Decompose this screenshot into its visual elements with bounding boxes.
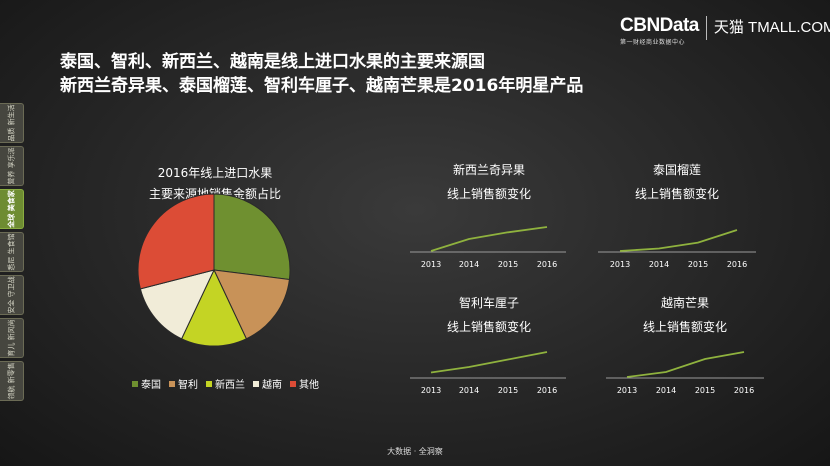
- pie-slice-4: [139, 269, 215, 340]
- legend-swatch: [290, 380, 296, 387]
- line-chart-1: 2013 2014 2015 2016: [410, 226, 566, 269]
- legend-swatch: [253, 380, 259, 387]
- x-tick-label: 2013: [421, 260, 441, 269]
- legend-item: 智利: [169, 376, 198, 391]
- chart-2-title: 泰国榴莲 线上销售额变化: [597, 158, 757, 206]
- legend-swatch: [169, 380, 175, 387]
- page-headline: 泰国、智利、新西兰、越南是线上进口水果的主要来源国 新西兰奇异果、泰国榴莲、智利…: [60, 50, 583, 98]
- pie-slice-2: [213, 269, 290, 340]
- chart-2-title-line-1: 泰国榴莲: [652, 163, 701, 177]
- chart-1-title-line-2: 线上销售额变化: [446, 187, 531, 201]
- chart-2-title-line-2: 线上销售额变化: [634, 187, 719, 201]
- x-tick-label: 2015: [498, 260, 518, 269]
- line-chart-2: 2013 2014 2015 2016: [598, 229, 756, 269]
- x-tick-label: 2015: [695, 386, 715, 395]
- chart-1-title: 新西兰奇异果 线上销售额变化: [409, 158, 569, 206]
- pie-title: 2016年线上进口水果: [157, 166, 273, 180]
- pie-chart: [137, 193, 291, 347]
- x-tick-label: 2016: [537, 260, 557, 269]
- sidebar-item-2[interactable]: 营养 享乐派: [0, 146, 24, 186]
- pie-slice-5: [137, 193, 215, 290]
- pie-legend: 泰国 智利 新西兰 越南 其他: [132, 376, 327, 391]
- line-chart-4: 2013 2014 2015 2016: [606, 351, 764, 395]
- sidebar-item-5[interactable]: 安全 守卫战: [0, 275, 24, 315]
- sidebar-item-7[interactable]: 领航 新零售: [0, 361, 24, 401]
- x-tick-label: 2015: [688, 260, 708, 269]
- legend-item: 新西兰: [206, 376, 245, 391]
- brand-tagline: 第一财经商业数据中心: [620, 39, 686, 46]
- x-tick-label: 2016: [727, 260, 747, 269]
- x-tick-label: 2014: [459, 386, 479, 395]
- series-line: [626, 351, 745, 378]
- x-tick-label: 2014: [459, 260, 479, 269]
- legend-label: 智利: [178, 380, 198, 391]
- x-tick-label: 2016: [537, 386, 557, 395]
- headline-line-2: 新西兰奇异果、泰国榴莲、智利车厘子、越南芒果是2016年明星产品: [60, 76, 584, 96]
- legend-swatch: [132, 380, 138, 387]
- chart-4-title-line-1: 越南芒果: [660, 296, 709, 310]
- x-tick-label: 2014: [649, 260, 669, 269]
- legend-item: 泰国: [132, 376, 161, 391]
- legend-label: 其他: [299, 380, 319, 391]
- x-tick-label: 2013: [617, 386, 637, 395]
- series-line: [430, 351, 548, 374]
- sidebar-nav: 品质 新生活 营养 享乐派 全球 美食家 悉尼 生食馆 安全 守卫战 育儿 新风尚 领航 新…: [0, 103, 26, 404]
- chart-4-title-line-2: 线上销售额变化: [642, 320, 727, 334]
- cbndata-logo: CBNData 第一财经商业数据中心: [620, 15, 699, 47]
- series-line: [430, 226, 548, 252]
- sidebar-item-1[interactable]: 品质 新生活: [0, 103, 24, 143]
- footer-tagline: 大数据 · 全洞察: [387, 447, 443, 456]
- legend-item: 其他: [290, 376, 319, 391]
- x-tick-label: 2016: [734, 386, 754, 395]
- sidebar-item-3[interactable]: 全球 美食家: [0, 189, 24, 229]
- pie-slice-1: [213, 193, 291, 281]
- legend-label: 泰国: [141, 380, 161, 391]
- x-tick-label: 2013: [421, 386, 441, 395]
- chart-4-title: 越南芒果 线上销售额变化: [605, 291, 765, 339]
- chart-3-title-line-2: 线上销售额变化: [446, 320, 531, 334]
- legend-label: 新西兰: [215, 380, 245, 391]
- x-tick-label: 2014: [656, 386, 676, 395]
- brand-name: CBNData: [620, 15, 699, 36]
- headline-line-1: 泰国、智利、新西兰、越南是线上进口水果的主要来源国: [60, 52, 485, 72]
- pie-slice-3: [180, 268, 248, 347]
- series-line: [619, 229, 738, 252]
- legend-swatch: [206, 380, 212, 387]
- legend-label: 越南: [262, 380, 282, 391]
- brand-logo: CBNData 第一财经商业数据中心 天猫 TMALL.COM: [620, 15, 830, 47]
- brand-divider: [705, 16, 707, 40]
- x-tick-label: 2013: [610, 260, 630, 269]
- chart-3-title: 智利车厘子 线上销售额变化: [409, 291, 569, 339]
- x-tick-label: 2015: [498, 386, 518, 395]
- sidebar-item-6[interactable]: 育儿 新风尚: [0, 318, 24, 358]
- line-chart-3: 2013 2014 2015 2016: [410, 351, 566, 395]
- chart-3-title-line-1: 智利车厘子: [458, 296, 519, 310]
- legend-item: 越南: [253, 376, 282, 391]
- chart-1-title-line-1: 新西兰奇异果: [452, 163, 525, 177]
- tmall-logo: 天猫 TMALL.COM: [713, 19, 830, 36]
- sidebar-item-4[interactable]: 悉尼 生食馆: [0, 232, 24, 272]
